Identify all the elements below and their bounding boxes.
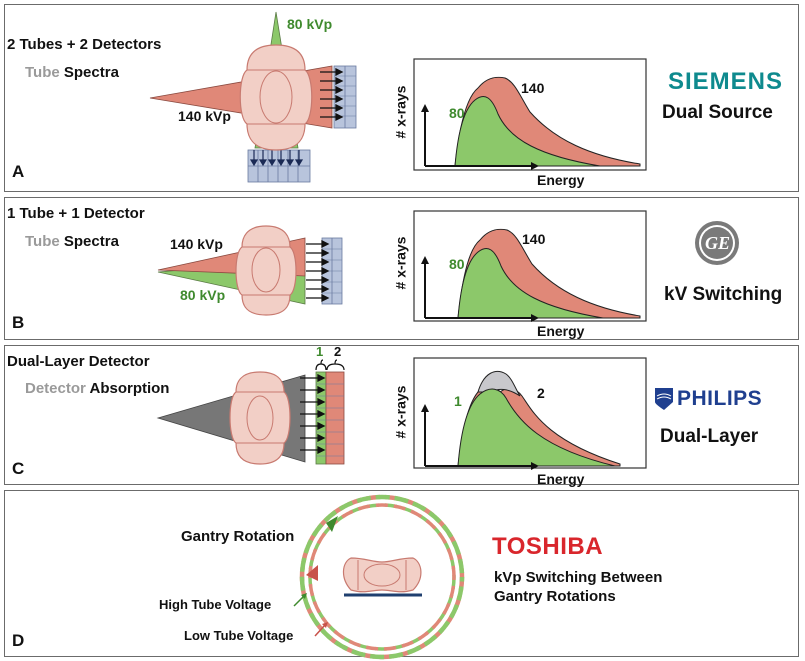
panel-b-spectrum-graph bbox=[413, 210, 647, 322]
patient-body-b bbox=[235, 225, 297, 316]
panel-a-xlabel: Energy bbox=[537, 172, 585, 188]
panel-c bbox=[4, 345, 799, 485]
panel-c-sub-black: Absorption bbox=[89, 380, 170, 397]
panel-a-heading: 2 Tubes + 2 Detectors bbox=[7, 36, 162, 53]
toshiba-logo: TOSHIBA bbox=[492, 533, 604, 560]
panel-a-kv-low: 80 kVp bbox=[287, 16, 333, 32]
panel-b-technique: kV Switching bbox=[664, 284, 783, 305]
patient-body-d bbox=[342, 557, 422, 593]
panel-a-subtitle: Tube Spectra bbox=[25, 64, 119, 81]
red-rotation-arrow bbox=[306, 565, 318, 581]
high-tube-voltage-label: High Tube Voltage bbox=[159, 597, 272, 612]
ge-logo-text: GE bbox=[705, 233, 731, 253]
panel-c-label-high: 2 bbox=[537, 385, 545, 401]
panel-a-label-low: 80 bbox=[449, 105, 465, 121]
panel-a-spectrum-graph bbox=[413, 58, 647, 171]
panel-b-sub-grey: Tube bbox=[25, 233, 60, 250]
panel-a-technique: Dual Source bbox=[662, 102, 773, 123]
ge-logo bbox=[695, 221, 739, 265]
panel-c-letter: C bbox=[12, 459, 25, 478]
philips-logo: PHILIPS bbox=[677, 387, 763, 410]
philips-shield-icon bbox=[655, 388, 673, 410]
arrows-b bbox=[306, 239, 330, 303]
dual-layer-detector bbox=[315, 371, 345, 465]
panel-b-label-low: 80 bbox=[449, 256, 465, 272]
panel-c-layer1: 1 bbox=[316, 344, 324, 359]
panel-a bbox=[4, 4, 799, 192]
low-voltage-pointer bbox=[314, 624, 326, 637]
low-kvp-spectrum-b bbox=[457, 248, 604, 319]
bottom-detector bbox=[247, 149, 311, 183]
high-voltage-pointer bbox=[293, 595, 305, 607]
panel-b-label-high: 140 bbox=[522, 231, 546, 247]
panel-d-technique-line1: kVp Switching Between bbox=[494, 569, 663, 586]
detector-1-spectrum bbox=[457, 388, 616, 467]
panel-c-layer2: 2 bbox=[334, 344, 342, 359]
panel-c-heading: Dual-Layer Detector bbox=[7, 353, 150, 370]
panel-a-kv-high: 140 kVp bbox=[178, 108, 231, 124]
panel-c-sub-grey: Detector bbox=[25, 380, 86, 397]
panel-c-xlabel: Energy bbox=[537, 471, 585, 487]
down-arrows bbox=[249, 150, 304, 167]
panel-b bbox=[4, 197, 799, 340]
low-kvp-spectrum bbox=[454, 96, 601, 167]
panel-b-subtitle: Tube Spectra bbox=[25, 233, 119, 250]
layer-brackets bbox=[315, 359, 345, 371]
gantry-rotation-label: Gantry Rotation bbox=[181, 528, 295, 545]
low-tube-voltage-label: Low Tube Voltage bbox=[184, 628, 294, 643]
panel-a-label-high: 140 bbox=[521, 80, 545, 96]
patient-body-c bbox=[229, 371, 291, 465]
panel-b-xlabel: Energy bbox=[537, 323, 585, 339]
panel-b-letter: B bbox=[12, 313, 25, 332]
green-rotation-arrow bbox=[326, 516, 338, 532]
panel-d-letter: D bbox=[12, 631, 25, 650]
panel-c-dual-layer-diagram bbox=[156, 359, 345, 465]
panel-a-dual-source-diagram bbox=[149, 11, 357, 183]
panel-d-technique-line2: Gantry Rotations bbox=[494, 588, 616, 605]
panel-b-heading: 1 Tube + 1 Detector bbox=[7, 205, 145, 222]
panel-c-technique: Dual-Layer bbox=[660, 426, 759, 447]
panel-c-subtitle: Detector Absorption bbox=[25, 380, 169, 397]
panel-c-spectrum-graph bbox=[413, 357, 647, 470]
panel-b-sub-black: Spectra bbox=[63, 233, 119, 250]
panel-a-sub-black: Spectra bbox=[63, 64, 119, 81]
gantry-ring-outer bbox=[299, 494, 465, 660]
panel-b-kv-high: 140 kVp bbox=[170, 236, 223, 252]
arrows-c bbox=[300, 373, 326, 455]
detector-b bbox=[321, 237, 343, 305]
siemens-logo: SIEMENS bbox=[668, 68, 784, 95]
panel-b-kv-switching-diagram bbox=[157, 225, 343, 316]
panel-a-letter: A bbox=[12, 162, 25, 181]
right-arrows bbox=[320, 67, 344, 122]
patient-body bbox=[239, 44, 313, 151]
panel-b-kv-low: 80 kVp bbox=[180, 287, 226, 303]
panel-a-sub-grey: Tube bbox=[25, 64, 60, 81]
panel-c-label-low: 1 bbox=[454, 393, 462, 409]
